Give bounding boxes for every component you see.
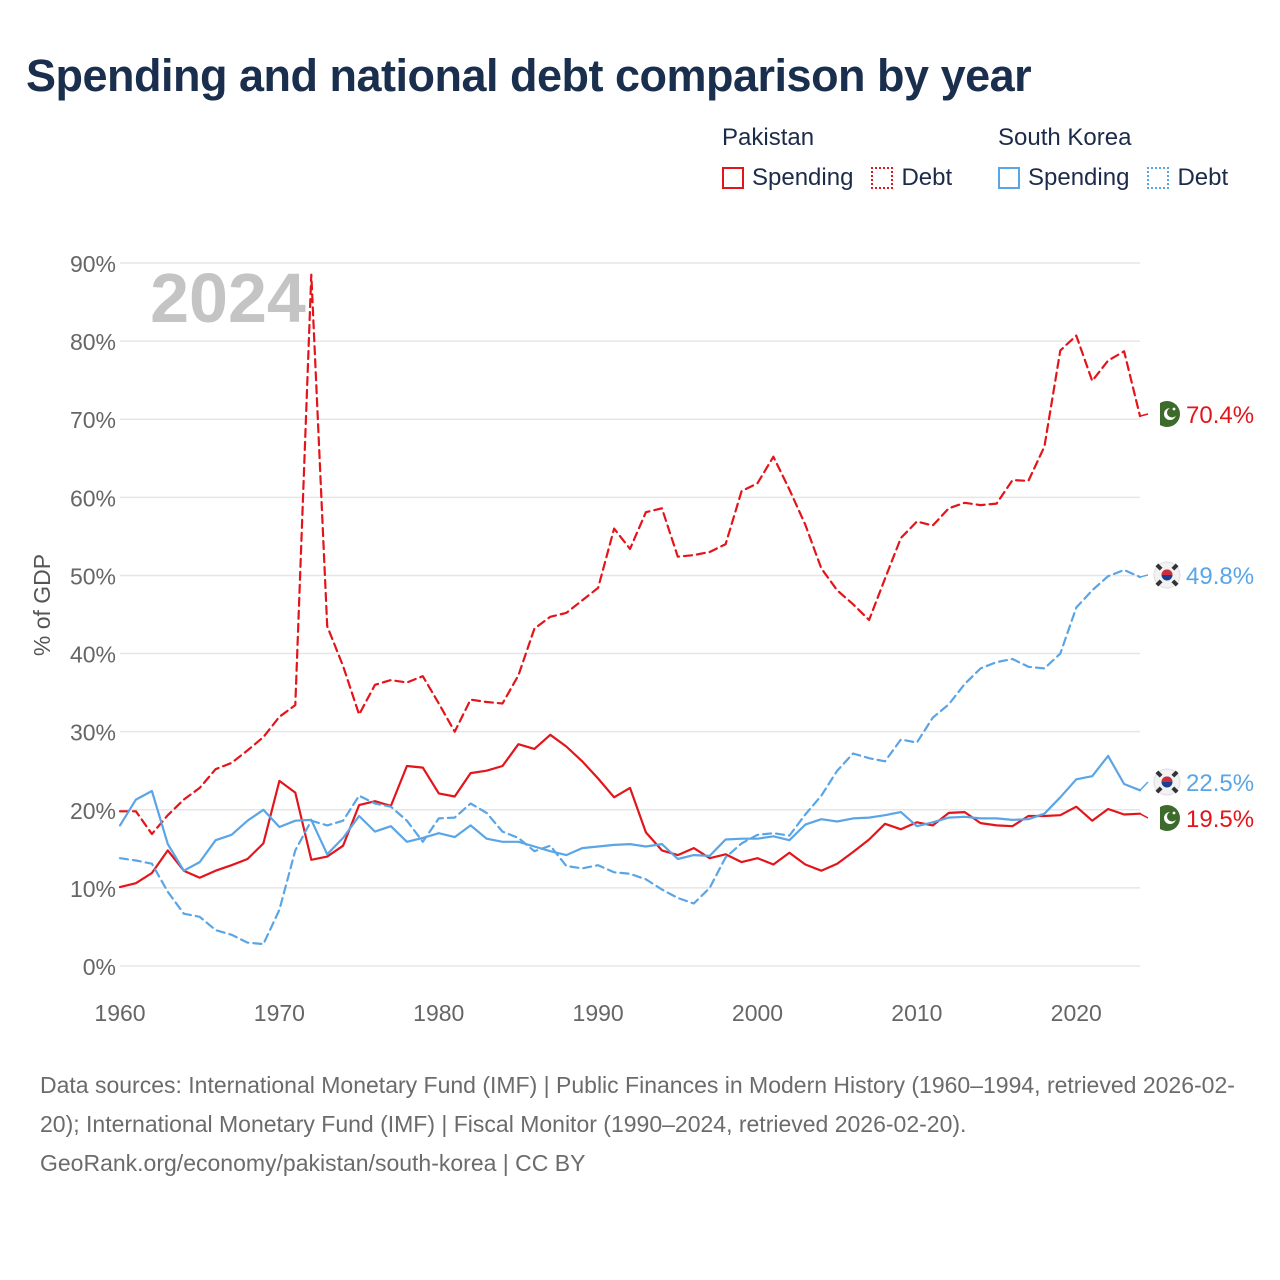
end-value-label: 22.5% — [1186, 770, 1254, 797]
legend-swatch-dotted-icon — [1147, 167, 1170, 189]
legend-label: Debt — [901, 164, 953, 191]
line-chart: 0% 10% 20% 30% 40% 50% 60% 70% 80% 90% 1960 1970 198… — [29, 251, 1254, 1026]
end-value-label: 49.8% — [1186, 563, 1254, 590]
end-label-south-korea-debt: 49.8% — [1139, 561, 1254, 590]
chart-title: Spending and national debt comparison by… — [26, 50, 1032, 101]
footer: Data sources: International Monetary Fun… — [40, 1066, 1240, 1183]
end-label-pakistan-spending: 19.5% — [1139, 805, 1254, 833]
legend-swatch-dotted-icon — [871, 167, 894, 189]
y-tick-label: 70% — [70, 407, 116, 433]
y-tick-label: 80% — [70, 329, 116, 355]
y-axis-title: % of GDP — [29, 554, 55, 656]
y-tick-label: 50% — [70, 563, 116, 589]
grid-lines — [120, 262, 1140, 967]
y-tick-label: 60% — [70, 485, 116, 511]
x-tick-label: 2010 — [891, 1000, 942, 1026]
year-watermark: 2024 — [150, 259, 306, 337]
series-line-pakistan-debt[interactable] — [118, 273, 1142, 836]
x-tick-label: 1970 — [254, 1000, 305, 1026]
x-tick-label: 1960 — [94, 1000, 145, 1026]
end-value-label: 70.4% — [1186, 402, 1254, 429]
legend-swatch-solid-icon — [998, 167, 1020, 189]
y-tick-label: 90% — [70, 251, 116, 277]
legend-country-pakistan: Pakistan — [722, 124, 815, 151]
legend-group-pakistan: Pakistan Spending Debt — [722, 124, 952, 192]
pakistan-flag-icon — [1154, 805, 1180, 831]
legend-label: Spending — [1028, 164, 1130, 191]
end-label-south-korea-spending: 22.5% — [1139, 768, 1254, 797]
legend-label: Spending — [752, 164, 854, 191]
legend-group-south-korea: South Korea Spending Debt — [998, 124, 1228, 192]
x-tick-label: 2000 — [732, 1000, 783, 1026]
legend-item-pakistan-debt[interactable]: Debt — [871, 164, 952, 192]
legend-label: Debt — [1177, 164, 1229, 191]
end-labels: 19.5% 70.4% 22.5% 49.8% — [1139, 401, 1254, 833]
series-line-pakistan-spending[interactable] — [118, 733, 1142, 889]
series-lines — [118, 273, 1142, 946]
y-tick-label: 40% — [70, 642, 116, 668]
x-tick-label: 2020 — [1051, 1000, 1102, 1026]
end-label-pakistan-debt: 70.4% — [1139, 401, 1254, 429]
data-sources: Data sources: International Monetary Fun… — [40, 1072, 1235, 1137]
x-tick-label: 1980 — [413, 1000, 464, 1026]
credit-link[interactable]: GeoRank.org/economy/pakistan/south-korea… — [40, 1150, 586, 1176]
legend-swatch-solid-icon — [722, 167, 744, 189]
legend-item-pakistan-spending[interactable]: Spending — [722, 164, 853, 192]
south-korea-flag-icon — [1153, 768, 1181, 796]
y-tick-label: 30% — [70, 720, 116, 746]
y-tick-label: 0% — [83, 954, 116, 980]
legend-item-south-korea-spending[interactable]: Spending — [998, 164, 1129, 192]
legend-country-south-korea: South Korea — [998, 124, 1132, 151]
axes: 0% 10% 20% 30% 40% 50% 60% 70% 80% 90% 1960 1970 198… — [70, 251, 1102, 1026]
series-line-south-korea-debt[interactable] — [118, 568, 1142, 946]
legend-item-south-korea-debt[interactable]: Debt — [1147, 164, 1228, 192]
end-value-label: 19.5% — [1186, 806, 1254, 833]
south-korea-flag-icon — [1153, 561, 1181, 589]
pakistan-flag-icon — [1154, 401, 1180, 427]
y-tick-label: 10% — [70, 876, 116, 902]
series-line-south-korea-spending[interactable] — [118, 754, 1142, 872]
y-tick-label: 20% — [70, 798, 116, 824]
x-tick-label: 1990 — [573, 1000, 624, 1026]
